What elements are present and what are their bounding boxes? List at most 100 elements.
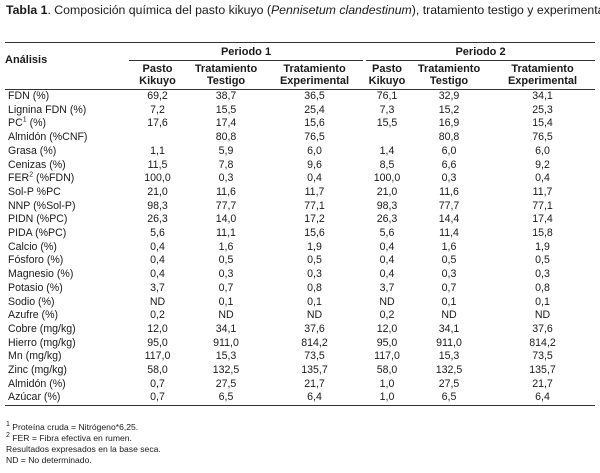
table-cell: 76,1 (376, 90, 398, 102)
table-cell: 25,3 (532, 103, 553, 116)
column-header-line: Kikuyo (139, 75, 176, 87)
row-label-text: FER (8, 172, 30, 185)
table-row: Calcio (%) 0,4 1,6 1,9 0,4 1,6 1,9 (5, 241, 595, 255)
table-cell: 26,3 (376, 213, 398, 226)
column-gap (363, 60, 367, 90)
table-cell: 0,1 (307, 295, 322, 308)
table-cell: 0,4 (307, 172, 322, 185)
row-label: FER2 (%FDN) (5, 172, 129, 186)
table-cell: 7,3 (379, 103, 395, 116)
table-cell: 6,6 (441, 158, 457, 171)
footnote-1-text: Proteína cruda = Nitrógeno*6,25. (12, 422, 139, 432)
period-gap (363, 42, 367, 61)
table-row: Sodio (%) ND 0,1 0,1 ND 0,1 0,1 (5, 296, 595, 310)
table-cell: 3,7 (379, 281, 395, 294)
table-cell: 1,4 (379, 144, 395, 157)
column-header-line: Testigo (206, 75, 246, 87)
footnote-1-marker: 1 (6, 421, 10, 429)
table-cell: 17,6 (147, 117, 168, 130)
table-cell: 36,5 (304, 90, 325, 102)
row-label: FDN (%) (5, 90, 129, 104)
table-cell: 27,5 (438, 377, 460, 390)
row-label-text: Cobre (mg/kg) (8, 322, 76, 335)
table-row: Zinc (mg/kg) 58,0 132,5 135,7 58,0 132,5 135,7 (5, 364, 595, 378)
table-cell: 814,2 (529, 336, 556, 349)
table-cell: 73,5 (532, 350, 553, 363)
table-cell: ND (379, 295, 395, 308)
footnote-2-text: FER = Fibra efectiva en rumen. (12, 433, 132, 443)
row-label-text: Calcio (%) (8, 240, 57, 253)
row-label: Sodio (%) (5, 296, 129, 310)
row-label-text: Potasio (%) (8, 281, 63, 294)
table-row: PIDA (%PC) 5,6 11,1 15,6 5,6 11,4 15,8 (5, 227, 595, 241)
table-cell: 76,5 (532, 131, 553, 144)
table-cell: 6,4 (266, 391, 364, 407)
column-header: Tratamiento Experimental (266, 60, 364, 90)
row-label: Grasa (%) (5, 145, 129, 159)
table-cell: 0,5 (218, 254, 234, 267)
table-cell: 15,8 (532, 227, 553, 240)
row-label: Sol-P %PC (5, 186, 129, 200)
table-cell: 76,5 (304, 131, 325, 144)
row-label-text: Grasa (%) (8, 144, 57, 157)
table-cell: 21,0 (376, 185, 398, 198)
row-label: Hierro (mg/kg) (5, 337, 129, 351)
table-body: FDN (%) 69,2 38,7 36,5 76,1 32,9 34,1 Lignina F… (5, 90, 596, 407)
composition-table: Análisis Periodo 1 Periodo 2 Pasto Kikuyo… (5, 42, 596, 407)
table-cell: 15,5 (376, 117, 398, 130)
caption-species: Pennisetum clandestinum (270, 3, 412, 17)
table-cell: 95,0 (376, 336, 398, 349)
row-label: Magnesio (%) (5, 268, 129, 282)
table-row: Mn (mg/kg) 117,0 15,3 73,5 117,0 15,3 73,5 (5, 350, 595, 364)
table-cell: 6,0 (535, 144, 550, 157)
table-cell: 32,9 (438, 90, 460, 102)
table-cell: 911,0 (436, 336, 462, 349)
row-label-text: Almidón (%) (8, 377, 66, 390)
table-cell: 15,2 (438, 103, 460, 116)
footnote-2-marker: 2 (6, 432, 10, 440)
footnote-2: 2 FER = Fibra efectiva en rumen. (6, 432, 596, 444)
column-header-line: Pasto (372, 63, 402, 75)
footnote-4: ND = No determinado. (6, 455, 92, 465)
footnote-3: Resultados expresados en la base seca. (6, 444, 161, 454)
table-cell: 11,1 (216, 227, 236, 240)
table-cell: 21,7 (304, 377, 325, 390)
row-label-text: Sodio (%) (8, 295, 55, 308)
table-cell: 0,3 (218, 172, 234, 185)
row-label: Mn (mg/kg) (5, 350, 129, 364)
table-cell: 6,4 (490, 391, 596, 407)
table-cell: 8,5 (379, 158, 395, 171)
table-cell: 0,4 (535, 172, 550, 185)
row-label: Fósforo (%) (5, 254, 129, 268)
table-cell: 1,0 (379, 377, 395, 390)
table-cell: 77,1 (304, 199, 325, 212)
table-row: Hierro (mg/kg) 95,0 911,0 814,2 95,0 911,0 814… (5, 337, 595, 351)
table-cell: 0,1 (535, 295, 550, 308)
table-cell: 0,2 (150, 309, 165, 322)
row-label: Almidón (%) (5, 378, 129, 392)
table-cell: 98,3 (147, 199, 168, 212)
table-cell: 17,4 (215, 117, 237, 130)
table-cell (129, 131, 186, 145)
table-cell: 14,4 (438, 213, 460, 226)
table-cell: 21,7 (532, 377, 553, 390)
row-label: Zinc (mg/kg) (5, 364, 129, 378)
column-header: Pasto Kikuyo (366, 60, 409, 90)
table-cell: 38,7 (215, 90, 237, 102)
table-cell: 0,1 (441, 295, 457, 308)
table-row: Azúcar (%) 0,7 6,5 6,4 1,0 6,5 6,4 (5, 391, 596, 407)
table-cell: 117,0 (374, 350, 400, 363)
row-label: Cenizas (%) (5, 159, 129, 173)
table-cell: 100,0 (144, 172, 171, 185)
table-cell: 34,1 (532, 90, 553, 102)
row-label-text: Mn (mg/kg) (8, 350, 62, 363)
table-cell: 0,4 (379, 254, 395, 267)
table-cell: 1,9 (535, 240, 550, 253)
table-cell: 15,6 (304, 117, 325, 130)
table-cell: ND (534, 309, 551, 322)
table-cell: 73,5 (304, 350, 325, 363)
row-label-text: Magnesio (%) (8, 268, 74, 281)
table-cell: 0,3 (535, 268, 550, 281)
table-cell: 16,9 (438, 117, 460, 130)
row-label-text: PIDN (%PC) (8, 213, 68, 226)
